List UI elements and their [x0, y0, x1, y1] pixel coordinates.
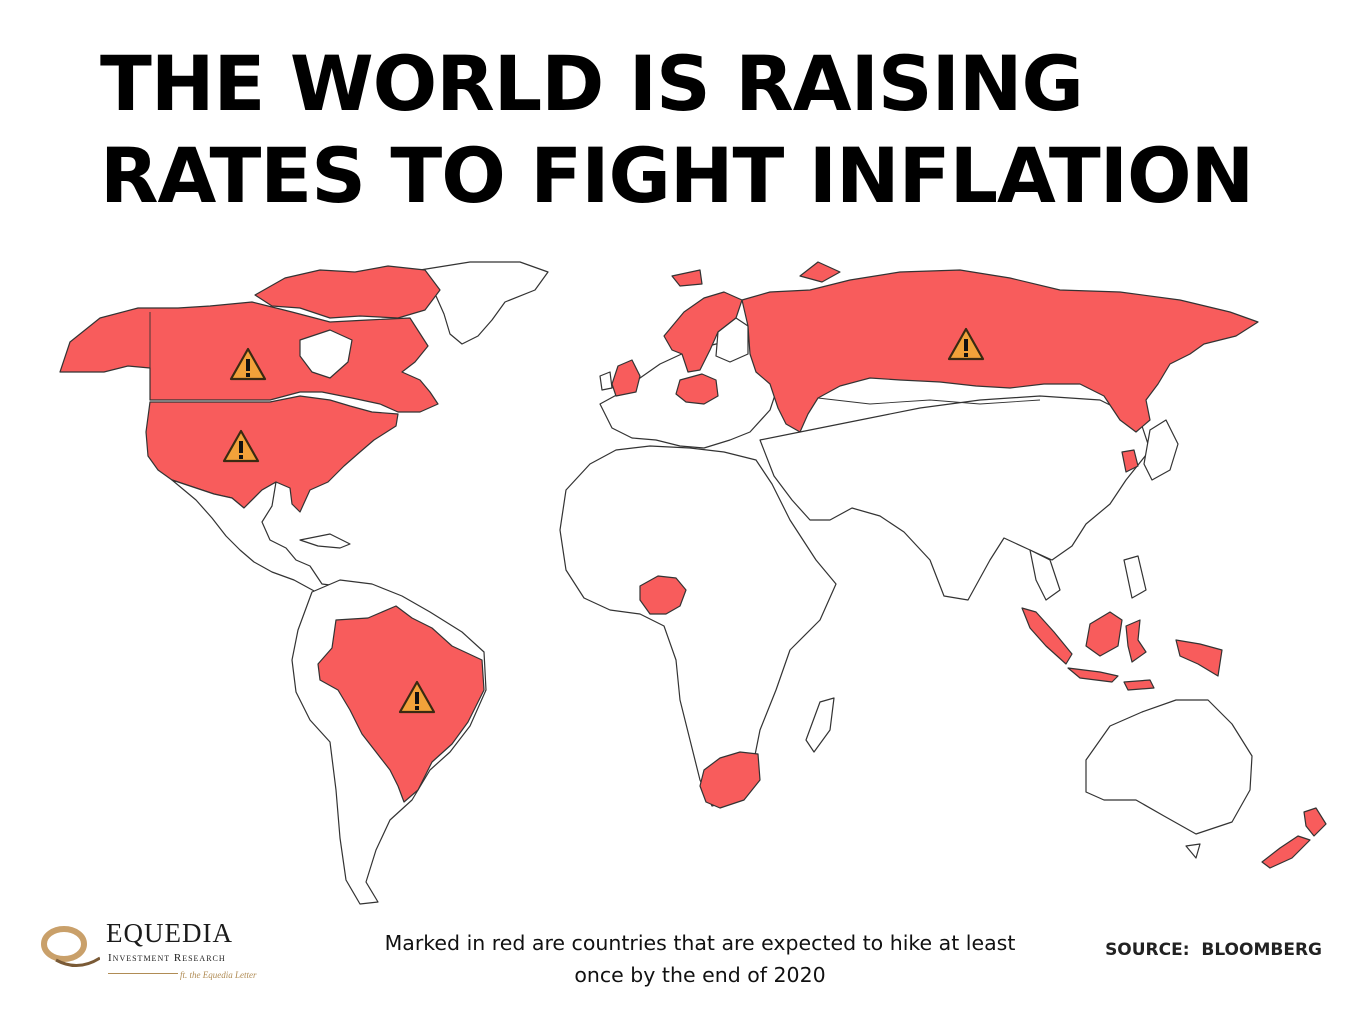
country-norway-north — [671, 269, 703, 287]
russia-novaya-zemlya — [799, 261, 841, 283]
country-brazil — [317, 605, 485, 803]
country-indonesia-islands — [1123, 679, 1155, 691]
country-united-kingdom — [611, 359, 641, 397]
country-new-zealand-south — [1261, 835, 1311, 869]
country-indonesia-papua — [1175, 639, 1223, 677]
country-greenland — [419, 261, 549, 345]
country-poland — [675, 373, 719, 405]
caribbean-islands — [299, 533, 351, 549]
country-mexico — [171, 479, 339, 599]
australia-tasmania — [1185, 843, 1201, 859]
country-indonesia-sulawesi — [1125, 619, 1147, 663]
page-title: THE WORLD IS RAISING RATES TO FIGHT INFL… — [100, 39, 1254, 220]
country-japan — [1143, 419, 1179, 481]
country-new-zealand-north — [1303, 807, 1327, 837]
country-australia — [1085, 699, 1253, 835]
country-finland — [715, 317, 749, 363]
equedia-logo: EQUEDIA Investment Research ft. the Eque… — [38, 918, 298, 988]
logo-emblem-icon — [41, 926, 100, 967]
continent-africa — [559, 445, 837, 807]
country-ireland — [599, 371, 613, 391]
country-indonesia-borneo — [1085, 611, 1123, 657]
country-indonesia-sumatra — [1021, 607, 1073, 665]
source-credit: SOURCE: BLOOMBERG — [1105, 940, 1322, 960]
country-madagascar — [805, 697, 835, 753]
country-russia — [741, 269, 1259, 433]
country-south-korea — [1121, 449, 1139, 473]
logo-subtitle: Investment Research — [108, 952, 226, 964]
country-nigeria — [639, 575, 687, 615]
country-philippines — [1123, 555, 1147, 599]
map-caption: Marked in red are countries that are exp… — [384, 931, 1016, 987]
southeast-asia — [1029, 549, 1061, 601]
hudson-bay — [299, 329, 353, 379]
logo-tagline: ft. the Equedia Letter — [180, 970, 257, 980]
country-indonesia-java — [1067, 667, 1119, 683]
world-map — [59, 261, 1327, 905]
country-south-africa — [699, 751, 761, 809]
region-canada-arctic-islands — [254, 265, 441, 319]
logo-name: EQUEDIA — [106, 918, 233, 948]
